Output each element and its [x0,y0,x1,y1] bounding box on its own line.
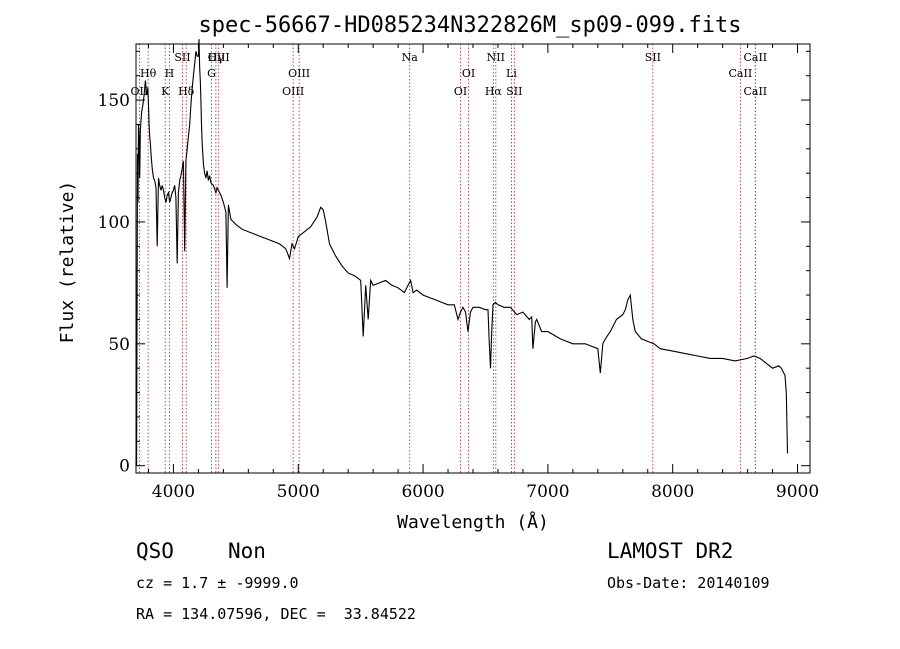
line-marker-label-8: G [207,67,216,80]
line-marker-label-20: CaII [729,67,753,80]
line-marker-label-19: CaII [743,51,767,64]
spectrum-line [135,39,789,466]
line-marker-label-15: Hα [485,85,503,98]
x-tick-label: 5000 [277,482,320,502]
y-axis-ticks: 0 50 100 150 [98,50,810,477]
line-marker-label-14: NII [487,51,505,64]
x-tick-label: 9000 [776,482,819,502]
line-marker-label-12: OI [462,67,475,80]
line-marker-label-18: SII [645,51,661,64]
observation-date: Obs-Date: 20140109 [607,574,770,592]
object-class: QSO [136,539,174,563]
y-axis-title: Flux (relative) [57,181,78,344]
x-axis-ticks: 4000 5000 6000 7000 8000 9000 [147,44,819,502]
y-tick-label: 50 [108,335,130,355]
y-tick-label: 0 [119,457,130,477]
x-tick-label: 6000 [401,482,444,502]
plot-frame [135,43,811,474]
line-marker-label-16: Li [506,67,517,80]
redshift-cz: cz = 1.7 ± -9999.0 [136,574,299,592]
line-marker-label-21: CaII [743,85,767,98]
line-marker-label-1: Hθ [140,67,157,80]
line-marker-label-10: OIII [282,85,304,98]
y-tick-label: 100 [98,213,130,233]
line-marker-label-17: SII [506,85,522,98]
line-marker-label-6: Hδ [178,85,195,98]
line-marker-label-9: OIII [288,67,310,80]
line-marker-label-7: OIII [208,51,230,64]
line-marker-label-11: Na [402,51,419,64]
x-tick-label: 7000 [526,482,569,502]
x-axis-title: Wavelength (Å) [397,511,549,533]
line-marker-label-5: SII [174,51,190,64]
x-tick-label: 4000 [152,482,195,502]
data-release: LAMOST DR2 [607,539,734,563]
object-subclass: Non [228,539,266,563]
chart-title: spec-56667-HD085234N322826M_sp09-099.fit… [198,13,741,38]
line-marker-label-0: Hγ [208,51,225,64]
y-tick-label: 150 [98,91,130,111]
line-marker-label-3: H [165,67,175,80]
line-marker-label-4: K [161,85,170,98]
line-marker-label-13: OI [454,85,467,98]
sky-coordinates: RA = 134.07596, DEC = 33.84522 [136,605,416,623]
spectrum-chart: spec-56667-HD085234N322826M_sp09-099.fit… [57,13,819,533]
x-tick-label: 8000 [651,482,694,502]
